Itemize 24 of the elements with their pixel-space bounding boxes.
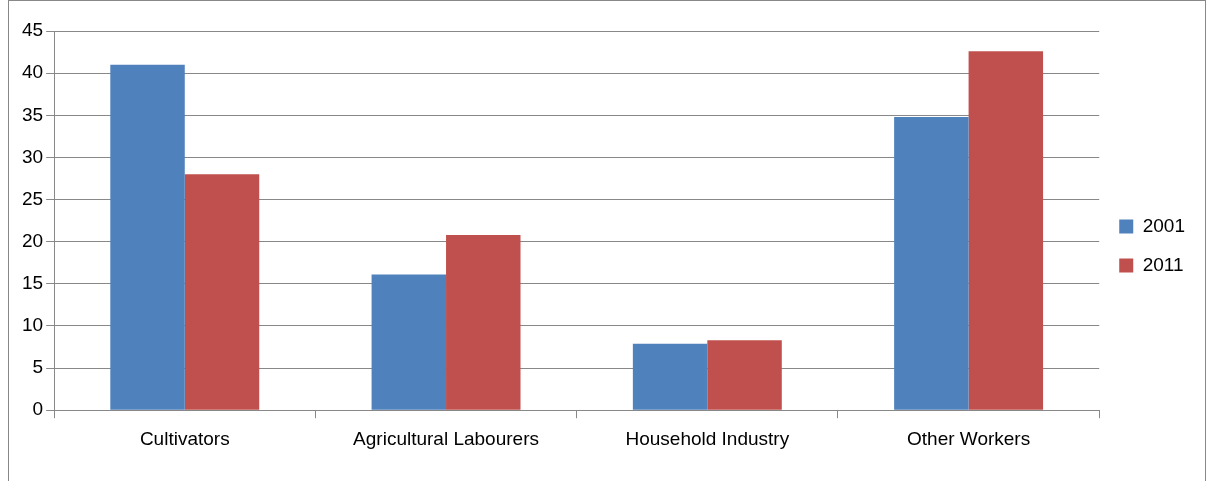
x-tick-label: Agricultural Labourers	[353, 427, 539, 449]
y-tick-label: 45	[21, 19, 44, 41]
bar	[446, 234, 521, 410]
y-tick-label: 20	[21, 229, 44, 251]
bar	[110, 64, 185, 410]
x-tick-label: Cultivators	[139, 427, 230, 449]
bar	[894, 116, 969, 410]
bar	[632, 343, 708, 410]
bar	[707, 340, 782, 410]
y-tick-label: 30	[21, 145, 44, 167]
y-tick-label: 10	[21, 314, 44, 336]
y-tick-label: 40	[21, 61, 44, 83]
bar	[968, 51, 1044, 410]
y-tick-label: 25	[21, 187, 44, 209]
y-tick-label: 15	[21, 272, 44, 294]
y-tick-label: 5	[32, 356, 44, 378]
x-tick-label: Other Workers	[907, 427, 1031, 449]
x-tick-label: Household Industry	[625, 427, 790, 449]
y-tick-label: 0	[32, 398, 44, 420]
bar	[371, 274, 447, 410]
legend-label: 2001	[1142, 214, 1186, 236]
y-tick-label: 35	[21, 103, 44, 125]
legend-label: 2011	[1142, 253, 1184, 275]
bar	[184, 174, 260, 410]
